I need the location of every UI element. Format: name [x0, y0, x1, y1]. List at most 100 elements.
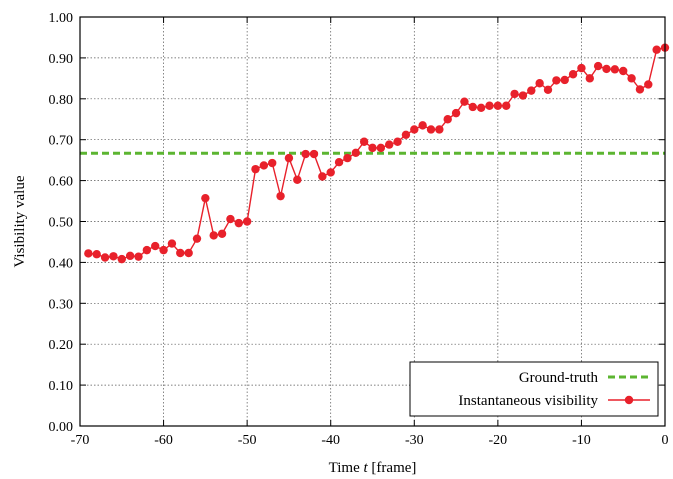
data-point [418, 121, 427, 130]
data-point [100, 253, 110, 262]
x-tick-label: -60 [154, 433, 173, 448]
x-axis-label: Time t [frame] [329, 460, 417, 476]
data-point [385, 140, 394, 149]
data-point [593, 61, 603, 71]
data-point [468, 102, 477, 112]
x-axis-label-suffix: [frame] [368, 460, 417, 476]
data-point [117, 254, 126, 264]
data-point [209, 231, 218, 240]
data-point [301, 149, 310, 159]
data-point [543, 85, 553, 95]
axis-ticks [79, 16, 666, 427]
data-point [443, 115, 452, 124]
y-tick-label: 0.70 [49, 134, 74, 149]
data-point [159, 245, 168, 255]
y-tick-label: 0.30 [49, 297, 74, 312]
data-point [284, 153, 294, 163]
x-tick-label: -20 [489, 433, 508, 448]
data-point [84, 249, 93, 258]
y-tick-label: 0.90 [49, 52, 74, 67]
data-point [351, 148, 360, 157]
data-point [535, 79, 544, 88]
data-point [376, 143, 386, 153]
data-point [125, 251, 135, 261]
data-point [502, 101, 511, 110]
legend-label-instantaneous-visibility: Instantaneous visibility [458, 393, 598, 409]
data-point [610, 65, 620, 74]
data-point [577, 63, 586, 73]
data-point [644, 80, 653, 89]
data-point [242, 217, 252, 226]
x-axis-label-prefix: Time [329, 460, 364, 476]
legend: Ground-truth Instantaneous visibility [409, 361, 659, 417]
data-point [619, 66, 628, 76]
y-tick-label: 0.40 [49, 256, 74, 271]
y-tick-label: 0.00 [49, 420, 74, 435]
data-point [226, 214, 235, 224]
x-tick-label: -50 [238, 433, 257, 448]
data-point [485, 101, 494, 110]
data-point [92, 250, 101, 259]
legend-marker-instantaneous-visibility [624, 395, 634, 405]
data-point [627, 74, 636, 83]
data-point [476, 103, 486, 112]
y-axis-label: Visibility value [12, 175, 28, 267]
data-point [259, 161, 269, 170]
data-point [251, 164, 260, 174]
x-tick-label: 0 [662, 433, 669, 448]
data-point [426, 125, 436, 134]
y-tick-label: 0.10 [49, 379, 74, 394]
data-point [167, 239, 177, 248]
y-tick-label: 0.80 [49, 93, 74, 108]
data-point [451, 108, 461, 118]
data-point [560, 75, 569, 85]
data-point [309, 149, 319, 159]
data-point [217, 229, 227, 238]
data-point [510, 89, 519, 99]
data-point [568, 70, 578, 79]
data-point [359, 137, 369, 146]
data-point [326, 168, 335, 177]
y-tick-labels: 0.00 0.10 0.20 0.30 0.40 0.50 0.60 0.70 0.80 0.90… [49, 11, 74, 435]
x-tick-label: -10 [572, 433, 591, 448]
data-point [635, 85, 645, 94]
data-point [293, 175, 302, 184]
x-tick-label: -40 [321, 433, 340, 448]
data-point [585, 74, 594, 83]
data-point [276, 191, 285, 201]
y-tick-label: 0.20 [49, 338, 74, 353]
data-point [151, 241, 160, 251]
data-point [343, 153, 352, 163]
data-point [368, 143, 377, 153]
data-point [268, 158, 277, 168]
data-point [109, 252, 118, 261]
data-point [134, 252, 143, 261]
x-tick-label: -70 [71, 433, 90, 448]
data-point [234, 218, 243, 228]
data-point [518, 91, 528, 100]
data-point [176, 248, 185, 258]
data-point [192, 234, 202, 243]
data-point [334, 157, 344, 167]
legend-label-ground-truth: Ground-truth [519, 370, 599, 386]
data-point [527, 86, 536, 95]
y-tick-label: 0.60 [49, 175, 74, 190]
data-point [318, 172, 327, 181]
x-axis-label-variable: t [364, 460, 369, 476]
y-tick-label: 0.50 [49, 216, 74, 231]
x-tick-labels: -70 -60 -50 -40 -30 -20 -10 0 [71, 433, 669, 448]
data-point [652, 45, 661, 54]
data-point [201, 193, 210, 203]
data-point [142, 245, 152, 255]
data-point [401, 130, 411, 139]
data-point [602, 64, 611, 74]
data-point [410, 125, 419, 134]
grid [80, 17, 665, 426]
legend-box [409, 361, 659, 417]
data-point [552, 76, 561, 85]
data-point [435, 125, 444, 134]
data-point [460, 97, 469, 106]
data-point [184, 248, 193, 258]
data-point [493, 101, 503, 110]
